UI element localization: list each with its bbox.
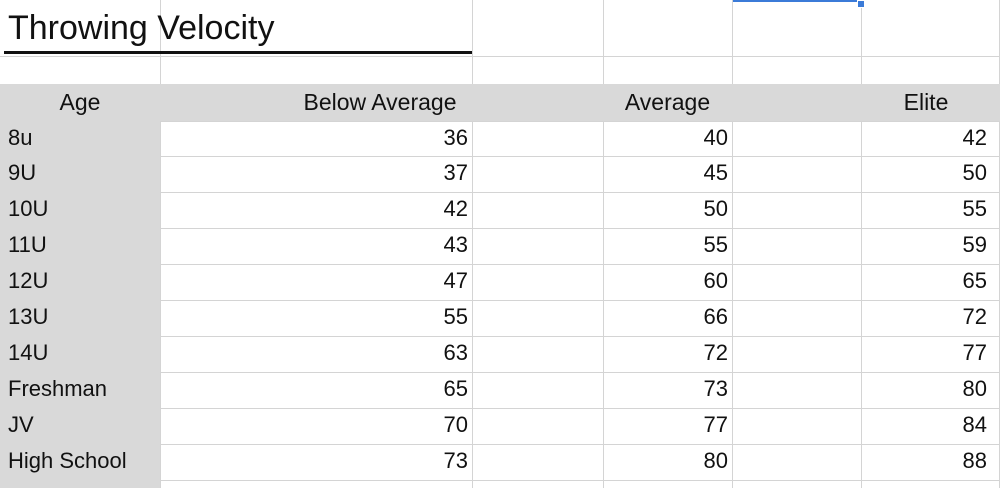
below-average-cell[interactable]: 36: [443, 125, 468, 150]
age-cell[interactable]: 8u: [8, 125, 33, 150]
average-cell[interactable]: 60: [703, 268, 728, 293]
average-cell[interactable]: 73: [703, 376, 728, 401]
column-divider: [861, 0, 862, 488]
below-average-cell[interactable]: 63: [443, 340, 468, 365]
average-cell[interactable]: 66: [703, 304, 728, 329]
below-average-cell[interactable]: 55: [443, 304, 468, 329]
sheet-title[interactable]: Throwing Velocity: [8, 9, 275, 47]
age-cell[interactable]: High School: [8, 448, 127, 473]
age-cell[interactable]: 10U: [8, 196, 49, 221]
age-cell[interactable]: 9U: [8, 160, 37, 185]
row-divider: [0, 228, 1000, 229]
age-cell[interactable]: 14U: [8, 340, 49, 365]
row-divider: [0, 480, 1000, 481]
row-divider: [0, 192, 1000, 193]
elite-cell[interactable]: 77: [962, 340, 987, 365]
elite-cell[interactable]: 80: [962, 376, 987, 401]
column-divider: [472, 0, 473, 488]
age-cell[interactable]: 13U: [8, 304, 49, 329]
row-divider: [0, 408, 1000, 409]
elite-cell[interactable]: 42: [962, 125, 987, 150]
title-underline: [4, 51, 472, 54]
age-cell[interactable]: 12U: [8, 268, 49, 293]
row-divider: [0, 56, 1000, 57]
elite-cell[interactable]: 50: [962, 160, 987, 185]
age-cell[interactable]: 11U: [8, 232, 47, 257]
below-average-cell[interactable]: 37: [443, 160, 468, 185]
average-cell[interactable]: 55: [703, 232, 728, 257]
below-average-cell[interactable]: 42: [443, 196, 468, 221]
elite-cell[interactable]: 59: [962, 232, 987, 257]
elite-cell[interactable]: 65: [962, 268, 987, 293]
below-average-cell[interactable]: 47: [443, 268, 468, 293]
header-age[interactable]: Age: [59, 89, 101, 115]
row-divider: [0, 156, 1000, 157]
fill-handle[interactable]: [857, 0, 865, 8]
age-column-fill: [0, 121, 160, 488]
age-cell[interactable]: Freshman: [8, 376, 108, 401]
elite-cell[interactable]: 55: [962, 196, 987, 221]
elite-cell[interactable]: 84: [962, 412, 987, 437]
header-elite[interactable]: Elite: [903, 89, 949, 115]
below-average-cell[interactable]: 65: [443, 376, 468, 401]
column-divider: [160, 0, 161, 488]
row-divider: [0, 444, 1000, 445]
row-divider: [0, 336, 1000, 337]
header-average[interactable]: Average: [624, 89, 711, 115]
selected-cell-border: [733, 0, 861, 2]
elite-cell[interactable]: 88: [962, 448, 987, 473]
average-cell[interactable]: 40: [703, 125, 728, 150]
average-cell[interactable]: 80: [703, 448, 728, 473]
average-cell[interactable]: 45: [703, 160, 728, 185]
below-average-cell[interactable]: 70: [443, 412, 468, 437]
row-divider: [0, 121, 1000, 122]
row-divider: [0, 300, 1000, 301]
below-average-cell[interactable]: 73: [443, 448, 468, 473]
age-cell[interactable]: JV: [8, 412, 34, 437]
elite-cell[interactable]: 72: [962, 304, 987, 329]
header-below-average[interactable]: Below Average: [303, 89, 457, 115]
column-divider: [732, 0, 733, 488]
header-row-fill: [0, 84, 1000, 121]
average-cell[interactable]: 72: [703, 340, 728, 365]
row-divider: [0, 372, 1000, 373]
average-cell[interactable]: 50: [703, 196, 728, 221]
average-cell[interactable]: 77: [703, 412, 728, 437]
below-average-cell[interactable]: 43: [443, 232, 468, 257]
column-divider: [603, 0, 604, 488]
row-divider: [0, 264, 1000, 265]
